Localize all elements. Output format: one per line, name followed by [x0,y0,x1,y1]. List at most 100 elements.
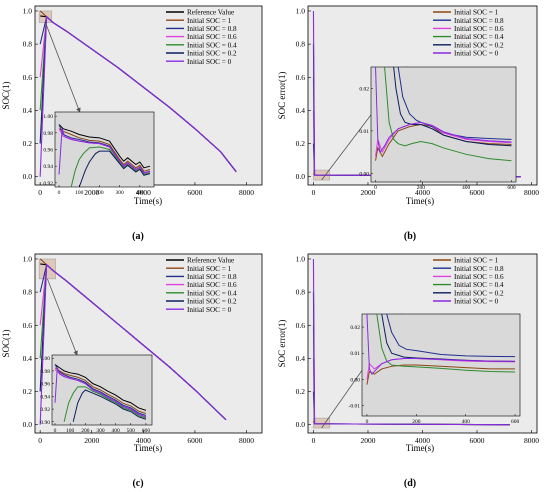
x-tick-label: 2000 [360,436,375,445]
legend-label: Initial SOC = 1 [187,17,232,25]
inset-series-line [384,67,512,162]
legend-label: Initial SOC = 0.6 [454,25,504,33]
inset-y-tick-label: 0.00 [350,377,360,383]
legend-label: Initial SOC = 0.4 [454,33,504,41]
inset-y-tick-label: 1.00 [43,114,53,120]
legend-label: Initial SOC = 0.4 [454,281,504,289]
inset-y-tick-label: -0.01 [349,404,361,410]
y-tick-label: 0.8 [23,40,33,49]
inset-x-tick-label: 0 [54,428,57,434]
inset-x-tick-label: 0 [366,419,369,425]
x-axis-label: Time(s) [406,443,434,453]
y-tick-label: 0.6 [23,321,33,330]
legend-label: Initial SOC = 0 [454,298,499,306]
y-tick-label: 0.6 [296,321,306,330]
legend-label: Initial SOC = 0.4 [187,41,237,49]
x-tick-label: 8000 [239,436,254,445]
y-tick-label: 0.0 [23,420,33,429]
inset-y-tick-label: 0.01 [350,351,360,357]
inset-y-tick-label: 0.90 [40,420,50,426]
inset-series-line [58,124,151,169]
legend-label: Reference Value [187,9,234,17]
inset-x-tick-label: 300 [116,190,125,196]
inset-y-tick-label: 0.94 [43,164,53,170]
panel-a: 0 2000 4000 6000 80000.00.20.40.60.81.0Time(… [1,5,263,242]
y-tick-label: 1.0 [296,254,306,263]
x-tick-label: 4000 [415,436,430,445]
inset-x-tick-label: 600 [511,419,520,425]
y-axis-label: SOC(1) [1,81,11,109]
series-line [39,263,227,425]
y-tick-label: 0.4 [23,106,33,115]
x-tick-label: 0 [38,436,42,445]
legend-label: Initial SOC = 0 [187,58,232,66]
inset-series-line [386,314,516,358]
inset-series-line [54,364,147,416]
inset-series-line [375,67,512,154]
y-tick-label: 0.0 [296,420,306,429]
inset-y-tick-label: 0.01 [359,129,369,135]
series-group [39,258,227,425]
x-tick-label: 0 [312,188,316,197]
y-tick-label: 0.6 [296,73,306,82]
inset-series-line [393,67,512,147]
x-tick-label: 8000 [524,188,539,197]
inset-x-tick-label: 500 [127,428,136,434]
panel-label: (c) [132,478,143,489]
inset-y-tick-label: 0.96 [40,382,50,388]
y-tick-label: 0.6 [23,73,33,82]
inset-y-tick-label: 0.00 [359,171,369,177]
legend-label: Initial SOC = 0.8 [454,17,504,25]
inset-y-tick-label: 0.92 [40,407,50,413]
inset-series-line [72,389,147,422]
inset-series-group [58,124,151,187]
inset-x-tick-label: 0 [58,190,61,196]
legend-label: Initial SOC = 0.8 [187,25,237,33]
y-tick-label: 0.2 [296,139,306,148]
x-axis-label: Time(s) [134,443,162,453]
x-axis-label: Time(s) [406,196,434,206]
x-tick-label: 4000 [415,188,430,197]
y-tick-label: 0.0 [23,172,33,181]
y-tick-label: 0.4 [23,354,33,363]
inset-series-line [54,364,147,411]
inset-x-tick-label: 600 [142,428,151,434]
x-tick-label: 6000 [187,188,202,197]
panel-d: 0 2000 4000 6000 80000.00.20.40.60.81.0Time(… [277,253,539,489]
inset-x-tick-label: 200 [95,190,104,196]
zoom-arrow [45,22,81,113]
inset-y-tick-label: 0.96 [43,148,53,154]
x-axis-label: Time(s) [134,196,162,206]
x-tick-label: 6000 [470,436,485,445]
x-tick-label: 8000 [524,436,539,445]
inset-y-tick-label: 0.94 [40,394,50,400]
inset-x-tick-label: 200 [81,428,90,434]
inset-x-tick-label: 400 [462,419,471,425]
inset-x-tick-label: 0 [374,185,377,191]
legend-label: Initial SOC = 0.8 [454,265,504,273]
y-axis-label: SOC(1) [1,329,11,357]
x-tick-label: 4000 [136,188,151,197]
y-tick-label: 0.4 [296,106,306,115]
inset-series-group [375,67,512,162]
legend-label: Initial SOC = 0.4 [187,289,237,297]
legend-label: Initial SOC = 0 [187,306,232,314]
panel-label: (d) [404,478,416,489]
y-tick-label: 0.2 [296,387,306,396]
y-tick-label: 0.8 [296,288,306,297]
x-tick-label: 2000 [84,436,99,445]
legend-label: Initial SOC = 0.8 [187,273,237,281]
x-tick-label: 4000 [136,436,151,445]
legend-label: Initial SOC = 0.2 [454,41,504,49]
x-tick-label: 2000 [360,188,375,197]
inset-x-tick-label: 300 [96,428,105,434]
legend-label: Initial SOC = 1 [454,9,499,17]
zoom-box [313,417,331,429]
series-line [39,15,237,177]
inset-y-tick-label: 0.02 [350,325,360,331]
inset-y-tick-label: 0.92 [43,181,53,187]
y-tick-label: 0.8 [23,288,33,297]
